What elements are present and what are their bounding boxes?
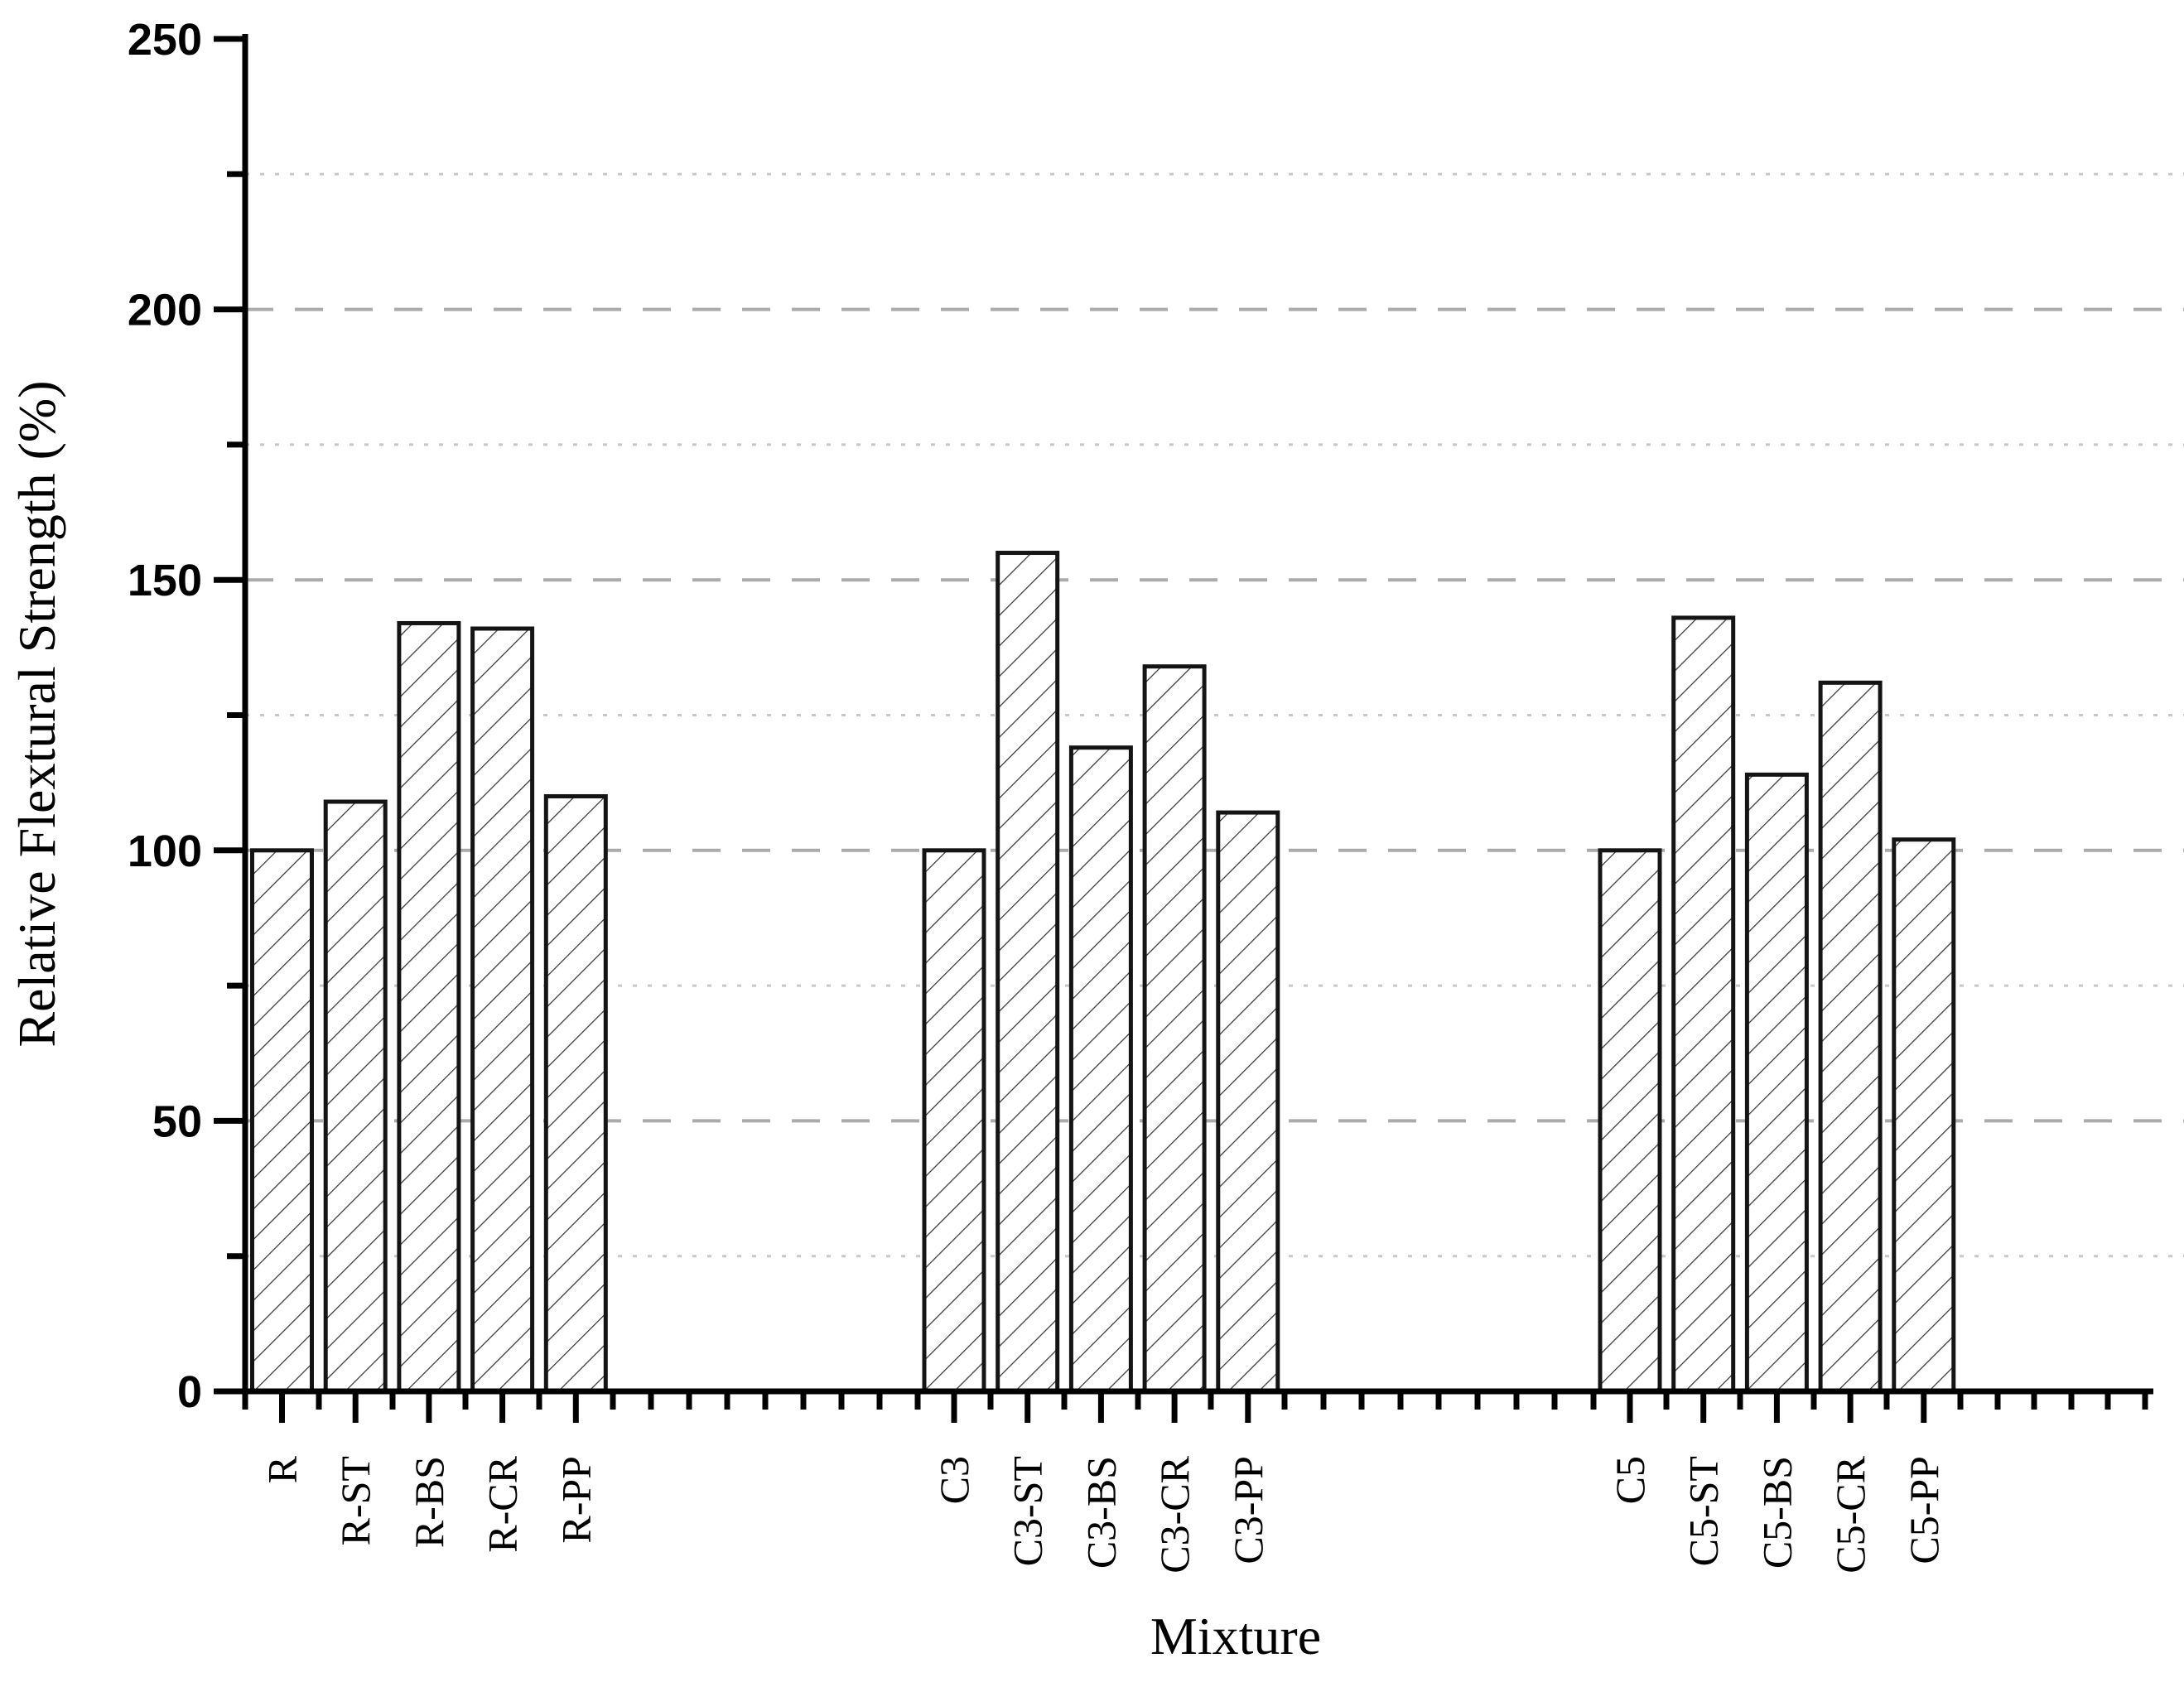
x-category-label-R-BS: R-BS [406, 1456, 452, 1548]
x-category-label-C3-PP: C3-PP [1225, 1456, 1271, 1564]
bar-C3-BS [1068, 745, 1133, 1394]
bar-C3-CR [1142, 664, 1207, 1394]
y-tick-label-150: 150 [128, 556, 202, 605]
y-tick-label-100: 100 [128, 827, 202, 876]
x-category-label-C3-BS: C3-BS [1078, 1456, 1124, 1569]
y-axis-title: Relative Flextural Strength (%) [7, 380, 66, 1047]
x-category-label-C5: C5 [1607, 1456, 1653, 1504]
y-tick-label-200: 200 [128, 286, 202, 335]
x-category-label-C5-BS: C5-BS [1753, 1456, 1800, 1569]
bar-C3-ST [996, 551, 1060, 1394]
y-tick-label-0: 0 [177, 1367, 202, 1417]
bar-R-BS [397, 620, 461, 1394]
x-category-label-C5-CR: C5-CR [1827, 1455, 1873, 1573]
bar-R-PP [543, 793, 608, 1394]
bar-C3 [922, 848, 986, 1394]
x-category-label-R: R [259, 1455, 306, 1483]
x-category-label-R-PP: R-PP [552, 1456, 599, 1544]
bar-R-ST [323, 799, 388, 1394]
x-category-label-R-CR: R-CR [480, 1455, 526, 1552]
x-category-label-C5-PP: C5-PP [1901, 1456, 1947, 1564]
bar-C5-BS [1744, 772, 1809, 1394]
y-tick-label-50: 50 [152, 1097, 202, 1146]
bar-C5 [1598, 848, 1662, 1394]
bar-R-CR [470, 626, 535, 1394]
x-category-label-C3-CR: C3-CR [1151, 1455, 1198, 1573]
bar-C5-PP [1892, 837, 1956, 1394]
bar-C5-ST [1671, 615, 1736, 1394]
bar-R [250, 848, 314, 1394]
x-axis-title: Mixture [1150, 1607, 1321, 1665]
x-category-label-C5-ST: C5-ST [1680, 1456, 1727, 1566]
x-category-label-C3-ST: C3-ST [1005, 1456, 1051, 1566]
y-tick-label-250: 250 [128, 15, 202, 65]
x-category-label-R-ST: R-ST [332, 1456, 378, 1545]
bar-C3-PP [1216, 810, 1280, 1394]
bar-C5-CR [1818, 680, 1883, 1394]
x-category-label-C3: C3 [931, 1456, 977, 1504]
